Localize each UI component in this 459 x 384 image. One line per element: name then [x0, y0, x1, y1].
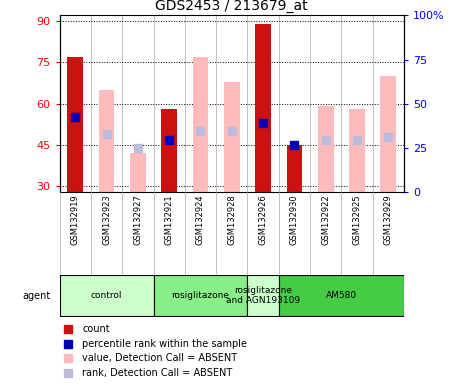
Text: rank, Detection Call = ABSENT: rank, Detection Call = ABSENT — [82, 368, 232, 378]
Bar — [99, 90, 114, 192]
Point — [291, 142, 298, 148]
Point — [385, 134, 392, 140]
Text: percentile rank within the sample: percentile rank within the sample — [82, 339, 247, 349]
Text: count: count — [82, 324, 110, 334]
Point — [197, 128, 204, 134]
Bar — [67, 57, 83, 192]
Text: rosiglitazone: rosiglitazone — [172, 291, 230, 300]
Text: value, Detection Call = ABSENT: value, Detection Call = ABSENT — [82, 353, 237, 364]
Bar — [224, 82, 240, 192]
Point — [65, 370, 72, 376]
Point — [103, 131, 110, 137]
Text: GSM132922: GSM132922 — [321, 194, 330, 245]
Text: GSM132919: GSM132919 — [71, 194, 80, 245]
Bar — [162, 109, 177, 192]
Bar — [381, 76, 396, 192]
Bar — [286, 145, 302, 192]
Bar — [130, 153, 146, 192]
Point — [65, 341, 72, 347]
Bar — [349, 109, 365, 192]
Text: GSM132930: GSM132930 — [290, 194, 299, 245]
Text: GSM132928: GSM132928 — [227, 194, 236, 245]
Point — [259, 120, 267, 126]
Bar — [154, 275, 247, 316]
Bar — [193, 57, 208, 192]
Text: GSM132927: GSM132927 — [134, 194, 142, 245]
Point — [322, 136, 330, 142]
Text: GSM132925: GSM132925 — [353, 194, 362, 245]
Bar — [247, 275, 279, 316]
Bar — [60, 275, 154, 316]
Point — [228, 128, 235, 134]
Point — [166, 136, 173, 142]
Text: AM580: AM580 — [326, 291, 357, 300]
Point — [65, 326, 72, 332]
Point — [72, 114, 79, 121]
Text: GSM132924: GSM132924 — [196, 194, 205, 245]
Text: GSM132921: GSM132921 — [165, 194, 174, 245]
Text: GSM132929: GSM132929 — [384, 194, 393, 245]
Point — [353, 136, 361, 142]
Text: rosiglitazone
and AGN193109: rosiglitazone and AGN193109 — [226, 286, 300, 305]
Title: GDS2453 / 213679_at: GDS2453 / 213679_at — [156, 0, 308, 13]
Text: GSM132926: GSM132926 — [258, 194, 268, 245]
Bar — [318, 106, 334, 192]
Point — [65, 356, 72, 362]
Text: GSM132923: GSM132923 — [102, 194, 111, 245]
Text: agent: agent — [22, 291, 50, 301]
Point — [134, 145, 141, 151]
Bar — [255, 24, 271, 192]
Text: control: control — [91, 291, 123, 300]
Bar — [279, 275, 404, 316]
